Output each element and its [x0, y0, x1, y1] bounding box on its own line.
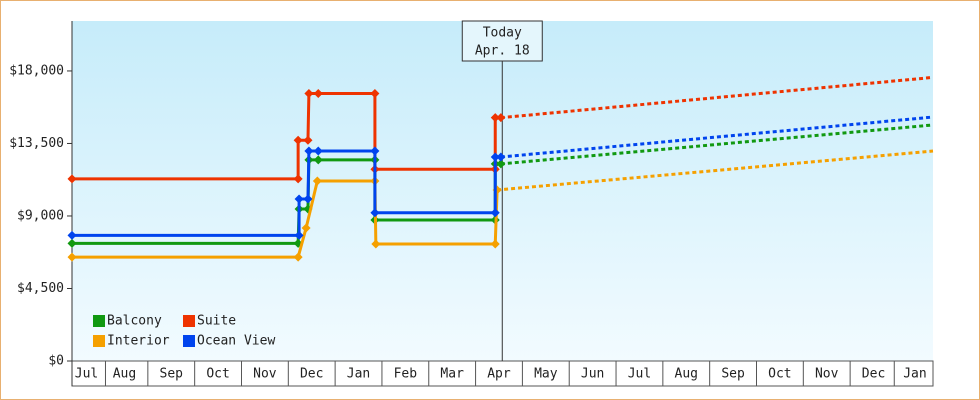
forecast-line — [496, 149, 934, 192]
y-tick-label: $18,000 — [9, 63, 64, 78]
point — [370, 89, 380, 99]
point — [490, 239, 500, 249]
point — [67, 174, 77, 184]
point — [496, 113, 506, 123]
point — [313, 146, 323, 156]
point — [301, 223, 311, 233]
x-tick-label: Jul — [75, 367, 98, 382]
point — [490, 208, 500, 218]
point — [293, 135, 303, 145]
x-tick-label: Nov — [815, 367, 839, 382]
legend-swatch — [93, 335, 105, 347]
x-tick-label: Dec — [862, 367, 885, 382]
today-label: Today — [483, 26, 522, 41]
point — [496, 152, 506, 162]
legend-label: Balcony — [107, 314, 162, 329]
legend-label: Interior — [107, 334, 170, 349]
x-tick-label: Aug — [113, 367, 136, 382]
point — [371, 239, 381, 249]
forecast-line — [500, 115, 934, 159]
x-tick-label: Jul — [628, 367, 651, 382]
x-tick-label: Apr — [487, 367, 511, 382]
x-tick-label: Nov — [253, 367, 277, 382]
point — [303, 194, 313, 204]
x-tick-label: Sep — [160, 367, 184, 382]
point — [313, 89, 323, 99]
x-tick-label: Jan — [347, 367, 370, 382]
x-tick-label: May — [534, 367, 558, 382]
point — [67, 252, 77, 262]
legend-swatch — [183, 315, 195, 327]
point — [312, 176, 322, 186]
point — [370, 208, 380, 218]
point — [313, 155, 323, 165]
x-tick-label: Feb — [394, 367, 418, 382]
x-tick-label: Jun — [581, 367, 604, 382]
today-box — [461, 20, 543, 62]
point — [293, 174, 303, 184]
y-tick-label: $13,500 — [9, 136, 64, 151]
x-tick-label: Dec — [300, 367, 323, 382]
point — [304, 146, 314, 156]
legend-label: Suite — [197, 314, 236, 329]
point — [496, 159, 506, 169]
point — [490, 152, 500, 162]
x-tick-label: Jan — [903, 367, 926, 382]
x-tick-label: Aug — [675, 367, 698, 382]
y-tick-label: $9,000 — [17, 208, 64, 223]
legend-swatch — [93, 315, 105, 327]
point — [303, 135, 313, 145]
x-tick-label: Mar — [440, 367, 464, 382]
legend-swatch — [183, 335, 195, 347]
x-tick-label: Oct — [206, 367, 229, 382]
x-tick-label: Sep — [721, 367, 745, 382]
forecast-line — [500, 123, 934, 166]
y-tick-label: $4,500 — [17, 281, 64, 296]
point — [67, 238, 77, 248]
point — [294, 194, 304, 204]
point — [370, 146, 380, 156]
x-axis-strip — [71, 360, 934, 387]
point — [67, 230, 77, 240]
y-tick-label: $0 — [48, 354, 64, 369]
x-tick-label: Oct — [768, 367, 791, 382]
forecast-line — [500, 75, 934, 120]
point — [490, 113, 500, 123]
today-date: Apr. 18 — [475, 44, 530, 59]
point — [293, 252, 303, 262]
history-line — [72, 179, 499, 259]
legend-label: Ocean View — [197, 334, 275, 349]
point — [294, 230, 304, 240]
point — [304, 89, 314, 99]
